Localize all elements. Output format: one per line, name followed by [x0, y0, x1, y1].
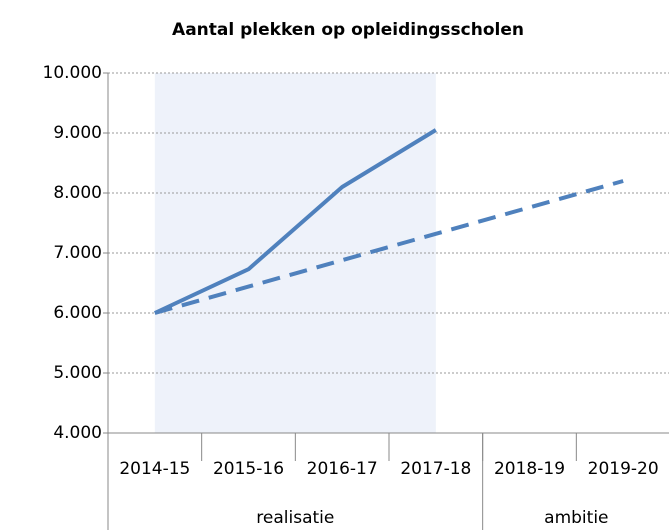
x-tick-label: 2014-15	[119, 459, 190, 479]
chart-title: Aantal plekken op opleidingsscholen	[172, 20, 524, 40]
x-tick-label: 2015-16	[213, 459, 284, 479]
y-tick-label: 10.000	[43, 63, 102, 83]
line-series	[153, 128, 437, 315]
y-tick-label: 9.000	[53, 123, 102, 143]
x-tick-label: 2019-20	[588, 459, 659, 479]
line-series	[154, 179, 624, 315]
y-tick-label: 7.000	[53, 243, 102, 263]
x-tick-label: 2017-18	[400, 459, 471, 479]
group-label: ambitie	[544, 508, 608, 528]
x-tick-label: 2016-17	[307, 459, 378, 479]
group-label: realisatie	[256, 508, 334, 528]
y-tick-label: 8.000	[53, 183, 102, 203]
x-tick-label: 2018-19	[494, 459, 565, 479]
y-tick-label: 4.000	[53, 423, 102, 443]
y-tick-label: 5.000	[53, 363, 102, 383]
y-tick-label: 6.000	[53, 303, 102, 323]
